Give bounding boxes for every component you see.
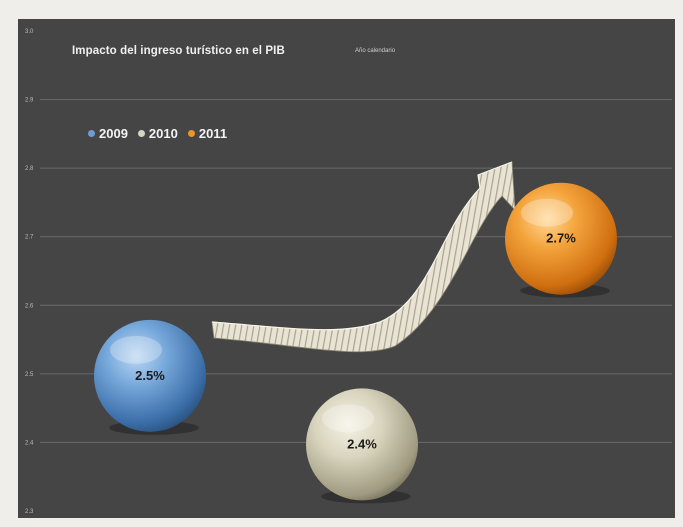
sphere-highlight (110, 335, 162, 364)
data-point-2010: 2.4% (306, 388, 418, 504)
legend-label-2009: 2009 (99, 126, 128, 141)
sphere-2010 (306, 388, 418, 501)
legend-label-2011: 2011 (198, 126, 228, 141)
chart-title: Impacto del ingreso turístico en el PIB (72, 45, 285, 57)
y-tick-label: 2.7 (25, 235, 34, 241)
legend-dot-2010 (137, 130, 145, 137)
data-point-2011: 2.7% (505, 182, 617, 298)
legend-label-2010: 2010 (148, 126, 178, 141)
chart-subtitle: Año calendario (355, 48, 396, 54)
data-label-2011: 2.7% (546, 231, 576, 246)
trend-arrow (211, 161, 516, 353)
data-label-2009: 2.5% (135, 368, 165, 383)
legend-dot-2011 (187, 130, 195, 137)
y-tick-label: 3.0 (25, 29, 34, 35)
legend: 2009 2010 2011 (88, 126, 227, 141)
y-tick-label: 2.5 (25, 372, 34, 378)
y-tick-labels: 3.0 2.9 2.8 2.7 2.6 2.5 2.4 2.3 (25, 29, 34, 515)
legend-item-2009: 2009 (88, 126, 128, 141)
y-tick-label: 2.9 (25, 98, 34, 104)
legend-dot-2009 (88, 130, 95, 137)
data-points: 2.5% 2.4% 2.7% (94, 182, 617, 504)
sphere-highlight (322, 404, 374, 433)
data-label-2010: 2.4% (347, 436, 377, 451)
legend-item-2011: 2011 (187, 126, 228, 141)
y-tick-label: 2.6 (25, 303, 34, 309)
sphere-2009 (94, 319, 206, 432)
sphere-highlight (521, 198, 573, 227)
sphere-2011 (505, 182, 617, 295)
legend-item-2010: 2010 (137, 126, 178, 141)
y-tick-label: 2.4 (25, 440, 34, 446)
y-tick-label: 2.3 (25, 509, 34, 515)
y-tick-label: 2.8 (25, 166, 34, 172)
data-point-2009: 2.5% (94, 319, 206, 435)
